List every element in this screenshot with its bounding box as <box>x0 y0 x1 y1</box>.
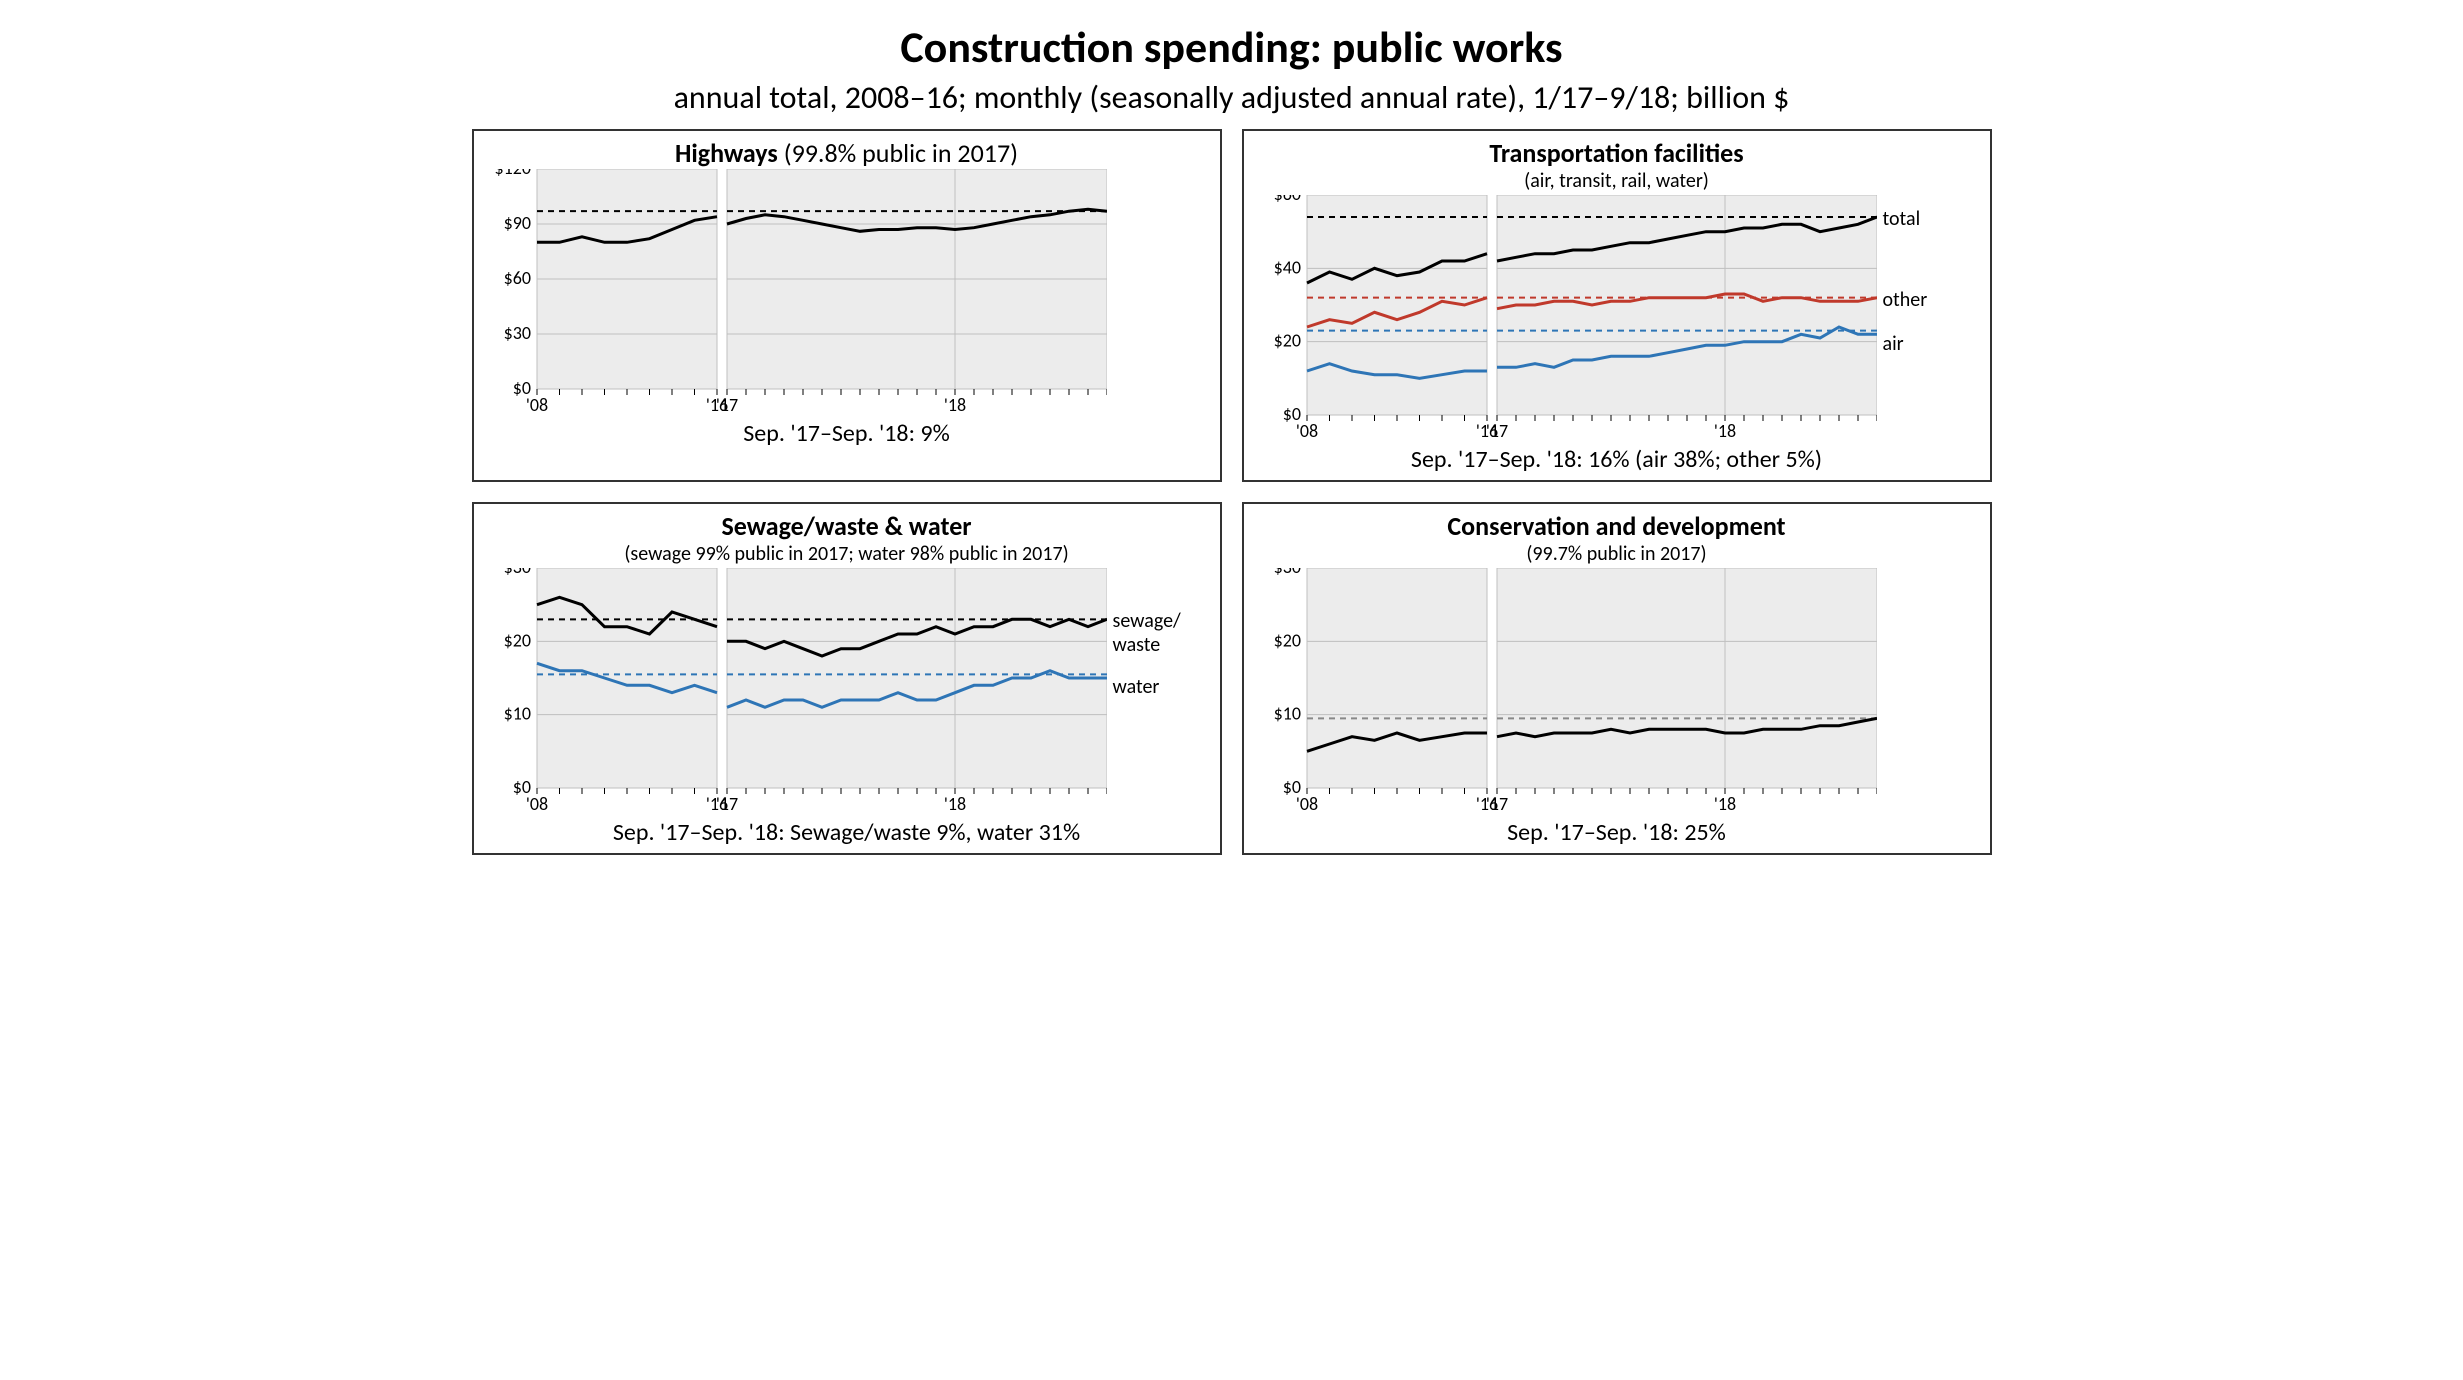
svg-text:'17: '17 <box>715 793 737 815</box>
svg-text:$90: $90 <box>503 212 530 234</box>
page-subtitle: annual total, 2008–16; monthly (seasonal… <box>20 78 2443 117</box>
chart-wrap: $0$20$40$60 '08'16 '17'18 totalotherair <box>1252 195 1982 443</box>
svg-text:$20: $20 <box>503 629 530 651</box>
series-label: total <box>1883 207 1921 231</box>
svg-text:$20: $20 <box>1273 330 1300 352</box>
svg-text:$10: $10 <box>1273 703 1300 725</box>
panel-conservation: Conservation and development (99.7% publ… <box>1242 502 1992 855</box>
chart-highways: $0$30$60$90$120 '08'16 '17'18 <box>482 169 1107 417</box>
chart-wrap: $0$10$20$30 '08'16 '17'18 <box>1252 568 1982 816</box>
chart-transport: $0$20$40$60 '08'16 '17'18 <box>1252 195 1877 443</box>
panel-subnote: (sewage 99% public in 2017; water 98% pu… <box>482 542 1212 566</box>
svg-text:'08: '08 <box>1295 793 1317 815</box>
panel-title: Conservation and development <box>1252 510 1982 542</box>
svg-text:$60: $60 <box>503 267 530 289</box>
svg-text:'18: '18 <box>1713 420 1735 442</box>
panel-sewage: Sewage/waste & water (sewage 99% public … <box>472 502 1222 855</box>
panel-subnote: (99.7% public in 2017) <box>1252 542 1982 566</box>
panel-footer: Sep. '17–Sep. '18: 9% <box>482 419 1212 448</box>
panel-footer: Sep. '17–Sep. '18: 16% (air 38%; other 5… <box>1252 445 1982 474</box>
svg-text:'18: '18 <box>943 793 965 815</box>
panels-grid: Highways (99.8% public in 2017) $0$30$60… <box>472 129 1992 855</box>
chart-wrap: $0$10$20$30 '08'16 '17'18 sewage/wastewa… <box>482 568 1212 816</box>
svg-text:$40: $40 <box>1273 256 1300 278</box>
series-labels: sewage/waste water <box>1113 568 1183 816</box>
series-label: other <box>1883 288 1928 312</box>
series-label: sewage/waste <box>1113 609 1181 657</box>
svg-text:$30: $30 <box>503 322 530 344</box>
svg-text:'08: '08 <box>525 394 547 416</box>
svg-text:$30: $30 <box>503 568 530 578</box>
svg-text:$60: $60 <box>1273 195 1300 205</box>
svg-text:$10: $10 <box>503 703 530 725</box>
panel-subnote: (air, transit, rail, water) <box>1252 169 1982 193</box>
panel-transport: Transportation facilities (air, transit,… <box>1242 129 1992 482</box>
chart-wrap: $0$30$60$90$120 '08'16 '17'18 <box>482 169 1212 417</box>
series-label: water <box>1113 675 1160 699</box>
svg-text:'17: '17 <box>1485 793 1507 815</box>
panel-title: Highways (99.8% public in 2017) <box>482 137 1212 169</box>
svg-text:$120: $120 <box>494 169 531 179</box>
chart-sewage: $0$10$20$30 '08'16 '17'18 <box>482 568 1107 816</box>
panel-highways: Highways (99.8% public in 2017) $0$30$60… <box>472 129 1222 482</box>
chart-conservation: $0$10$20$30 '08'16 '17'18 <box>1252 568 1877 816</box>
series-labels: total other air <box>1883 195 1953 443</box>
svg-text:'17: '17 <box>715 394 737 416</box>
panel-footer: Sep. '17–Sep. '18: 25% <box>1252 818 1982 847</box>
panel-title: Transportation facilities <box>1252 137 1982 169</box>
svg-text:'18: '18 <box>1713 793 1735 815</box>
svg-text:$30: $30 <box>1273 568 1300 578</box>
svg-text:'18: '18 <box>943 394 965 416</box>
svg-text:'08: '08 <box>1295 420 1317 442</box>
panel-footer: Sep. '17–Sep. '18: Sewage/waste 9%, wate… <box>482 818 1212 847</box>
series-label: air <box>1883 332 1904 356</box>
panel-title: Sewage/waste & water <box>482 510 1212 542</box>
svg-text:'08: '08 <box>525 793 547 815</box>
svg-text:'17: '17 <box>1485 420 1507 442</box>
page-title: Construction spending: public works <box>20 20 2443 74</box>
svg-text:$20: $20 <box>1273 629 1300 651</box>
